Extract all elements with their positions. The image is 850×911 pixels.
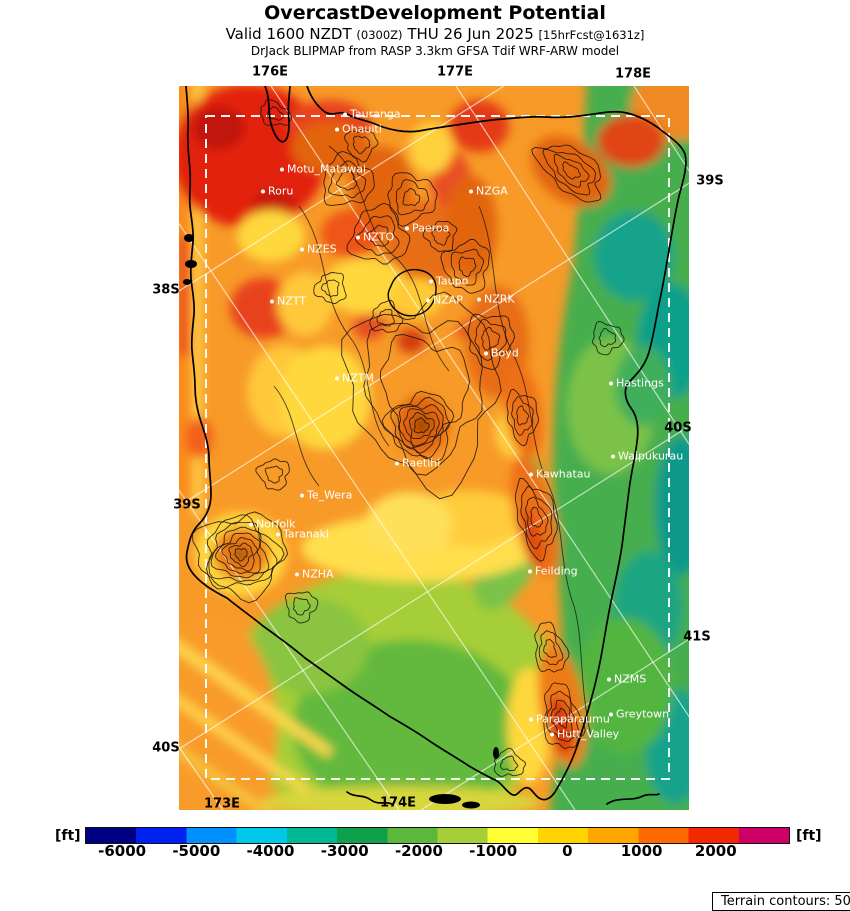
colorbar-tick-label: -3000 (320, 842, 369, 860)
page-title: OvercastDevelopment Potential (264, 2, 606, 24)
colorbar-tick-label: 1000 (620, 842, 663, 860)
domain-boundary (205, 115, 670, 780)
colorbar-tick-label: 2000 (694, 842, 737, 860)
colorbar-gradient (85, 827, 790, 844)
colorbar-tick-label: -2000 (394, 842, 443, 860)
colorbar-unit-right: [ft] (796, 828, 822, 844)
colorbar-tick-label: -6000 (98, 842, 147, 860)
graticule-lines (179, 86, 689, 810)
graticule-label: 177E (436, 64, 474, 80)
colorbar-tick-label: -1000 (469, 842, 518, 860)
graticule-label: 39S (696, 173, 724, 189)
valid-line: Valid 1600 NZDT (0300Z) THU 26 Jun 2025 … (10, 24, 850, 43)
colorbar-unit-left: [ft] (55, 828, 81, 844)
valid-date: THU 26 Jun 2025 (407, 24, 534, 43)
header: OvercastDevelopment Potential Valid 1600… (10, 2, 850, 59)
valid-prefix: Valid 1600 NZDT (225, 24, 352, 43)
graticule-label: 40S (152, 740, 180, 756)
graticule-label: 178E (614, 66, 652, 82)
map: Tauranga Ohauiti Motu_Matawai Roru NZGA Paero… (179, 86, 850, 911)
model-line: DrJack BLIPMAP from RASP 3.3km GFSA Tdif… (250, 44, 620, 59)
field-color-blobs (179, 86, 689, 810)
terrain-contours (191, 98, 625, 777)
coastline (183, 86, 687, 809)
valid-fcst: [15hrFcst@1631z] (538, 27, 645, 42)
colorbar-tick-label: 0 (562, 842, 573, 860)
colorbar-tick-label: -4000 (246, 842, 295, 860)
valid-zulu: (0300Z) (356, 27, 403, 42)
terrain-note: Terrain contours: 500 ft (712, 892, 850, 911)
colorbar-tick-label: -5000 (172, 842, 221, 860)
terrain-contour-squiggles (273, 145, 592, 737)
graticule-label: 38S (152, 282, 180, 298)
graticule-label: 176E (251, 64, 289, 80)
map-field-canvas (179, 86, 689, 810)
